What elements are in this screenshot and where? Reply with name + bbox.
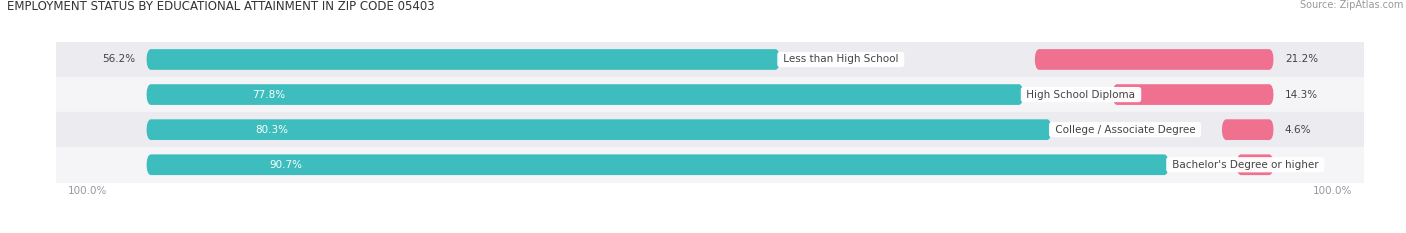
Text: 56.2%: 56.2% (103, 55, 135, 65)
Text: 3.3%: 3.3% (1285, 160, 1312, 170)
FancyBboxPatch shape (146, 49, 780, 70)
FancyBboxPatch shape (1236, 154, 1274, 175)
Text: 21.2%: 21.2% (1285, 55, 1317, 65)
Text: EMPLOYMENT STATUS BY EDUCATIONAL ATTAINMENT IN ZIP CODE 05403: EMPLOYMENT STATUS BY EDUCATIONAL ATTAINM… (7, 0, 434, 13)
Text: Bachelor's Degree or higher: Bachelor's Degree or higher (1168, 160, 1322, 170)
Bar (56, 112, 1364, 147)
FancyBboxPatch shape (1035, 49, 1274, 70)
FancyBboxPatch shape (1222, 119, 1274, 140)
Text: 100.0%: 100.0% (1313, 186, 1353, 196)
Text: 80.3%: 80.3% (254, 125, 288, 135)
Text: 14.3%: 14.3% (1285, 89, 1317, 99)
FancyBboxPatch shape (1112, 84, 1274, 105)
Text: Less than High School: Less than High School (780, 55, 901, 65)
Bar (56, 147, 1364, 182)
Text: 77.8%: 77.8% (252, 89, 285, 99)
FancyBboxPatch shape (146, 154, 1168, 175)
Bar (56, 77, 1364, 112)
Text: 100.0%: 100.0% (67, 186, 107, 196)
Text: High School Diploma: High School Diploma (1024, 89, 1139, 99)
FancyBboxPatch shape (146, 119, 1052, 140)
Text: College / Associate Degree: College / Associate Degree (1052, 125, 1198, 135)
FancyBboxPatch shape (146, 84, 1024, 105)
Text: 4.6%: 4.6% (1285, 125, 1312, 135)
Text: 90.7%: 90.7% (269, 160, 302, 170)
Text: Source: ZipAtlas.com: Source: ZipAtlas.com (1299, 0, 1403, 10)
Bar (56, 42, 1364, 77)
